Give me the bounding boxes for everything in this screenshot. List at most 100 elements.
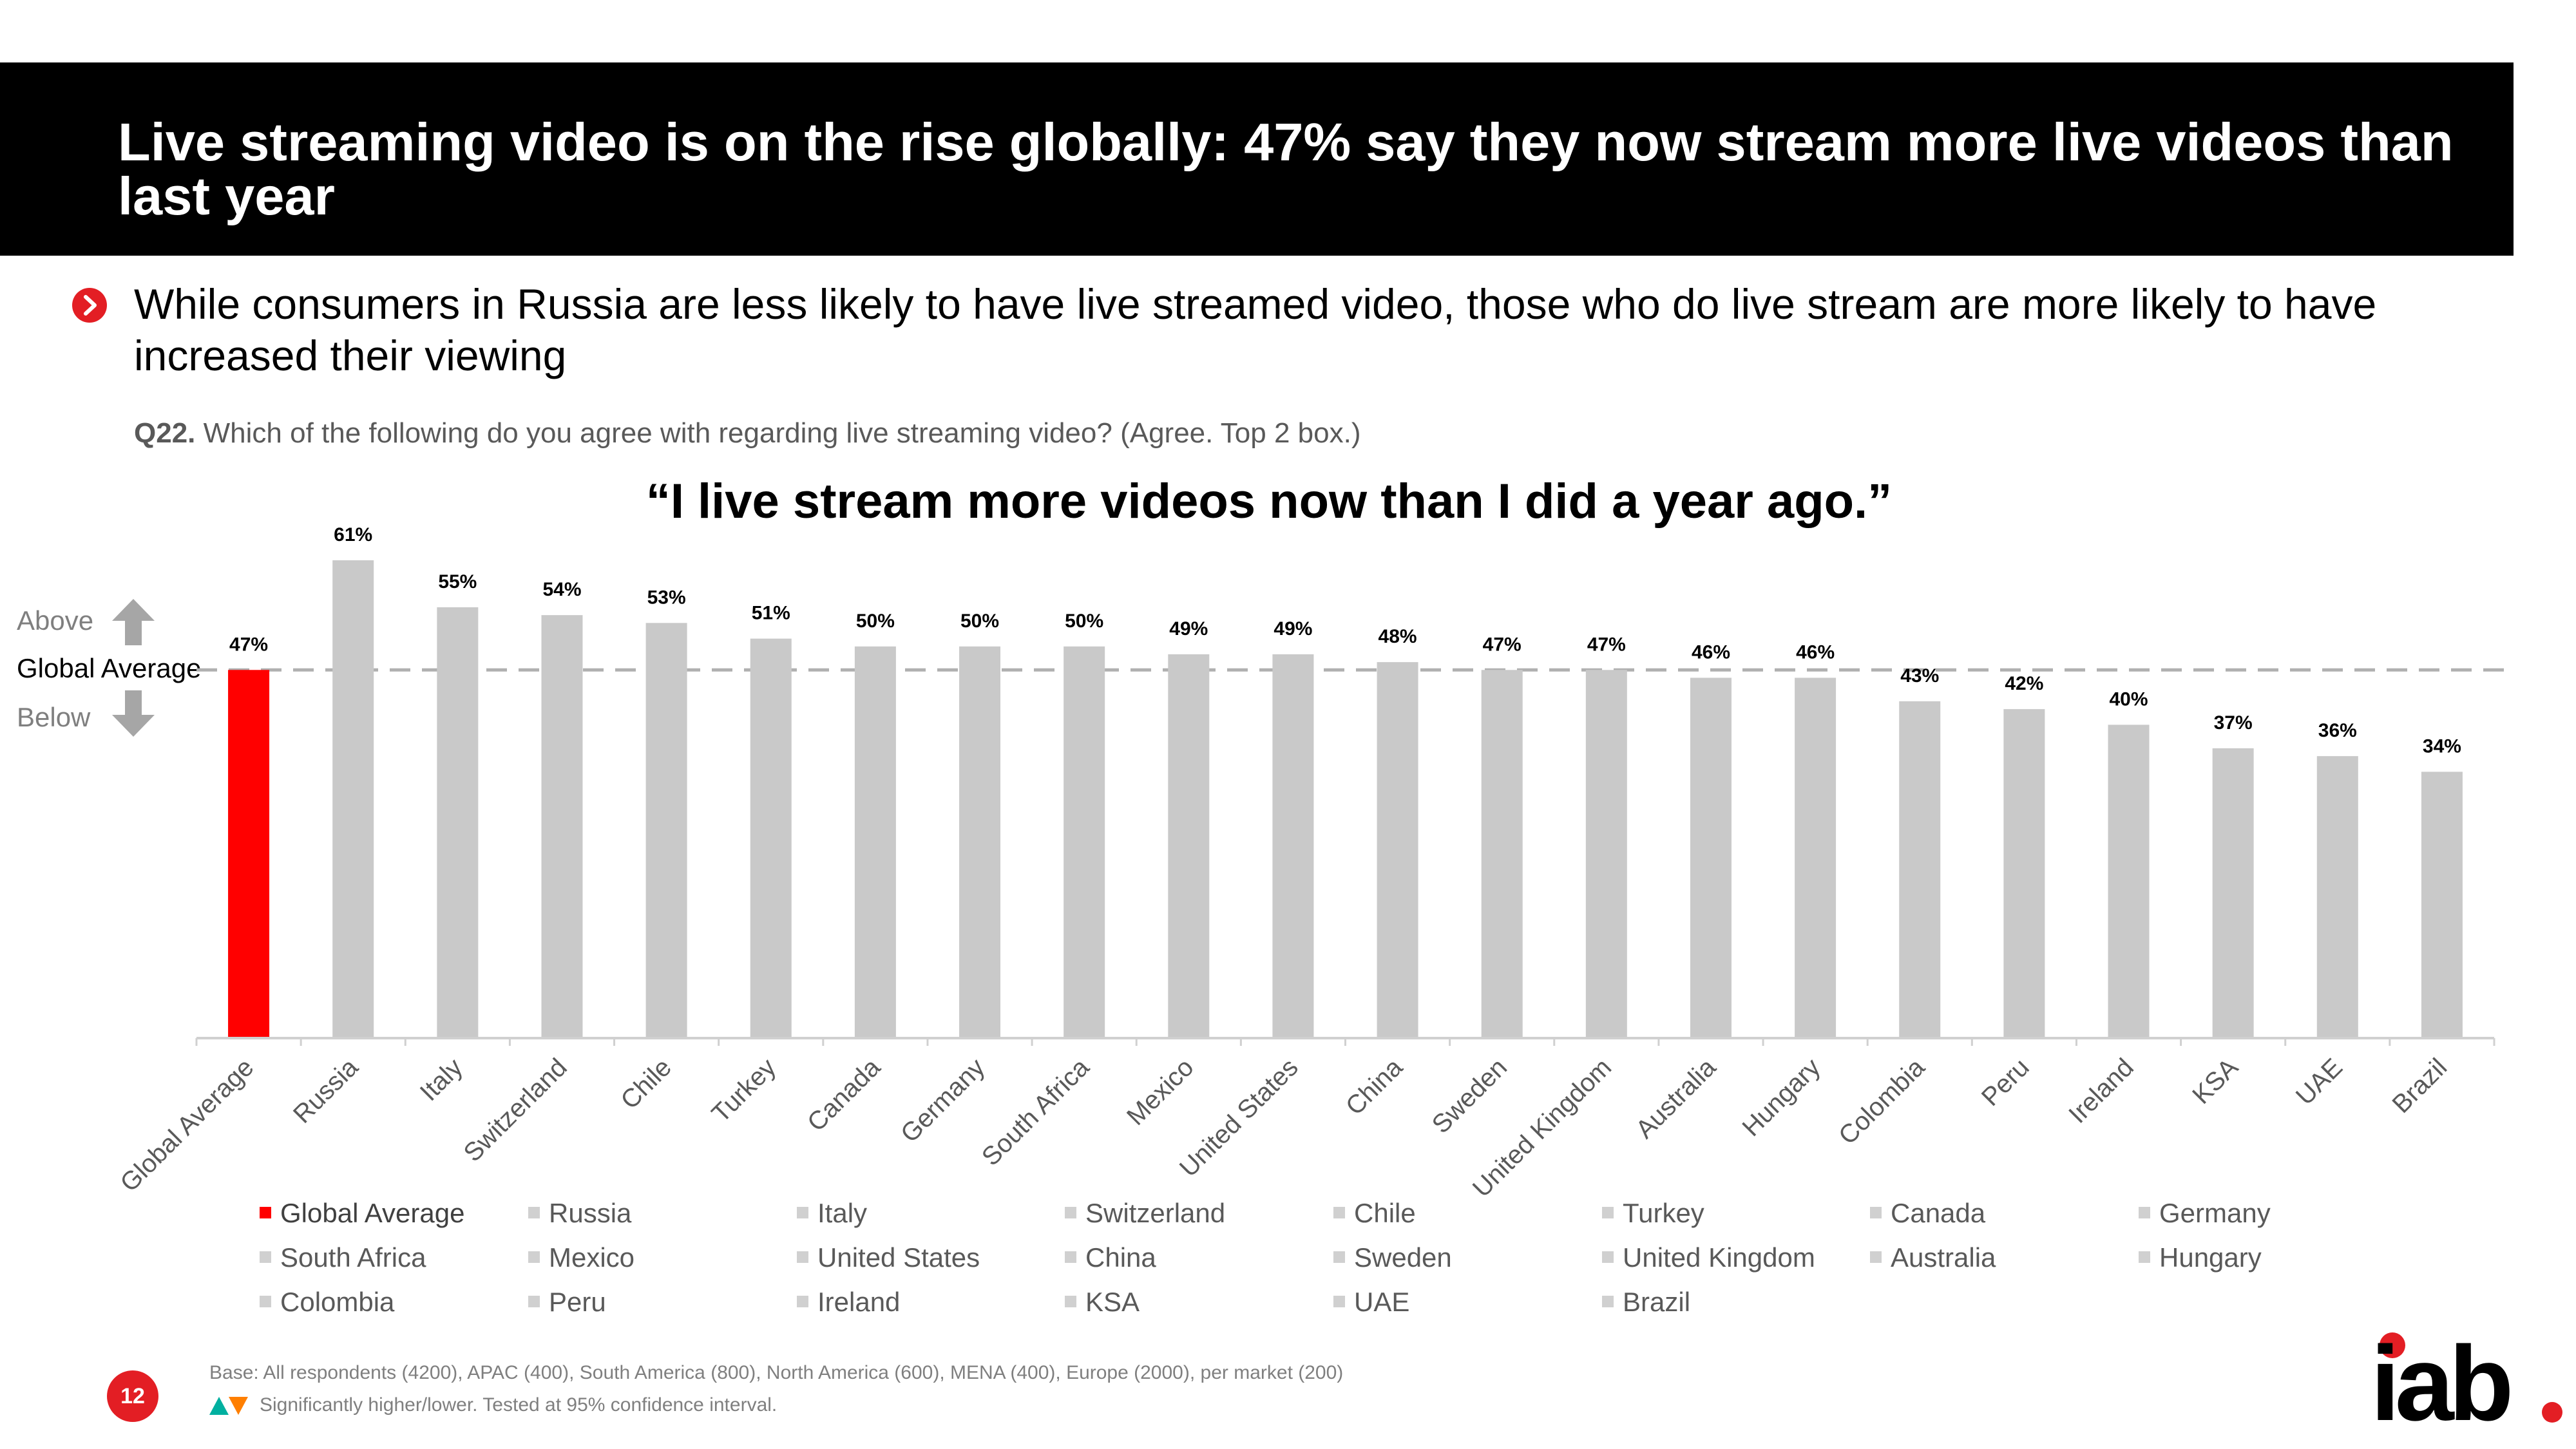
global-average-label: Global Average xyxy=(17,653,202,683)
logo-text: iab xyxy=(2371,1330,2510,1426)
legend-label: Brazil xyxy=(1623,1287,1691,1317)
legend-item: Russia xyxy=(528,1198,631,1229)
legend-item: Australia xyxy=(1870,1242,1996,1273)
category-label: Peru xyxy=(1976,1053,2035,1112)
value-label: 50% xyxy=(960,611,999,632)
legend-label: United Kingdom xyxy=(1623,1242,1815,1273)
legend-swatch xyxy=(797,1295,808,1307)
legend-swatch xyxy=(797,1206,808,1218)
chevron-right-icon xyxy=(72,288,107,323)
above-label: Above xyxy=(17,605,94,636)
value-label: 55% xyxy=(438,571,477,592)
legend-item: Global Average xyxy=(260,1198,464,1229)
legend-swatch xyxy=(260,1295,271,1307)
category-label: KSA xyxy=(2187,1053,2244,1110)
below-label: Below xyxy=(17,702,91,732)
legend-label: Turkey xyxy=(1623,1198,1704,1228)
legend-label: Ireland xyxy=(817,1287,901,1317)
value-label: 48% xyxy=(1379,626,1417,647)
legend-item: China xyxy=(1065,1242,1156,1273)
legend-label: Switzerland xyxy=(1085,1198,1226,1228)
legend-item: Brazil xyxy=(1602,1287,1690,1318)
legend-swatch xyxy=(1602,1295,1614,1307)
legend-swatch xyxy=(260,1251,271,1263)
legend-swatch xyxy=(528,1206,540,1218)
legend-swatch xyxy=(1602,1251,1614,1263)
legend-label: South Africa xyxy=(280,1242,426,1273)
legend-item: South Africa xyxy=(260,1242,426,1273)
value-label: 53% xyxy=(647,587,686,608)
category-label: China xyxy=(1340,1053,1409,1121)
bar-canada xyxy=(854,646,896,1038)
bar-germany xyxy=(959,646,1001,1038)
legend-item: Hungary xyxy=(2139,1242,2262,1273)
value-label: 46% xyxy=(1692,641,1730,663)
legend-item: KSA xyxy=(1065,1287,1140,1318)
page-number: 12 xyxy=(107,1370,158,1422)
category-label: Chile xyxy=(615,1053,677,1115)
legend-item: Germany xyxy=(2139,1198,2271,1229)
bar-china xyxy=(1377,662,1418,1038)
value-label: 50% xyxy=(1065,611,1103,632)
page-title: Live streaming video is on the rise glob… xyxy=(118,112,2454,226)
legend-swatch xyxy=(1065,1295,1076,1307)
bar-chart: 47% Global Average 61% Russia 55% Italy 54% Swi… xyxy=(115,524,2515,1203)
triangle-up-icon xyxy=(209,1397,229,1416)
category-label: Sweden xyxy=(1427,1053,1512,1139)
significance-footnote: Significantly higher/lower. Tested at 95… xyxy=(209,1394,777,1416)
legend-item: Sweden xyxy=(1333,1242,1452,1273)
arrow-down-icon xyxy=(112,690,155,737)
category-label: Russia xyxy=(288,1053,364,1129)
value-label: 49% xyxy=(1169,618,1208,639)
legend-item: Mexico xyxy=(528,1242,634,1273)
bar-australia xyxy=(1690,677,1732,1038)
bar-sweden xyxy=(1481,670,1523,1038)
legend-item: Switzerland xyxy=(1065,1198,1225,1229)
legend-label: United States xyxy=(817,1242,980,1273)
value-label: 47% xyxy=(229,634,268,655)
value-label: 61% xyxy=(334,524,372,545)
legend-swatch xyxy=(1602,1206,1614,1218)
legend-swatch xyxy=(1333,1251,1345,1263)
category-label: UAE xyxy=(2291,1053,2348,1110)
bar-mexico xyxy=(1168,654,1210,1038)
legend-item: United States xyxy=(797,1242,980,1273)
legend-swatch xyxy=(2139,1251,2150,1263)
iab-logo: iab xyxy=(2371,1330,2562,1426)
legend-swatch xyxy=(797,1251,808,1263)
value-label: 37% xyxy=(2214,712,2253,734)
category-label: Turkey xyxy=(707,1053,782,1128)
legend-swatch xyxy=(1065,1206,1076,1218)
bar-turkey xyxy=(750,638,792,1038)
legend-item: Canada xyxy=(1870,1198,1985,1229)
bar-brazil xyxy=(2421,772,2463,1038)
legend-item: Ireland xyxy=(797,1287,900,1318)
value-label: 42% xyxy=(2005,673,2043,694)
legend-label: Canada xyxy=(1891,1198,1986,1228)
legend-item: Peru xyxy=(528,1287,606,1318)
category-label: Brazil xyxy=(2387,1053,2452,1119)
legend-label: Australia xyxy=(1891,1242,1996,1273)
bullet-text: While consumers in Russia are less likel… xyxy=(134,280,2377,379)
legend-swatch xyxy=(1065,1251,1076,1263)
question-text: Which of the following do you agree with… xyxy=(203,417,1361,449)
legend-label: KSA xyxy=(1085,1287,1140,1317)
legend-swatch xyxy=(528,1251,540,1263)
bar-hungary xyxy=(1795,677,1837,1038)
category-label: Italy xyxy=(415,1053,468,1106)
category-label: South Africa xyxy=(977,1053,1095,1171)
legend-label: Colombia xyxy=(280,1287,395,1317)
value-label: 47% xyxy=(1483,634,1522,655)
chart-title: “I live stream more videos now than I di… xyxy=(645,474,1893,529)
legend-swatch xyxy=(2139,1206,2150,1218)
category-label: Switzerland xyxy=(459,1053,573,1167)
legend-label: Sweden xyxy=(1354,1242,1452,1273)
value-label: 50% xyxy=(856,611,895,632)
arrow-up-icon xyxy=(112,599,155,645)
value-label: 49% xyxy=(1274,618,1312,639)
category-label: Hungary xyxy=(1737,1053,1826,1142)
legend-label: Italy xyxy=(817,1198,868,1228)
category-label: Mexico xyxy=(1121,1053,1199,1131)
legend-label: Peru xyxy=(549,1287,606,1317)
question: Q22. Which of the following do you agree… xyxy=(134,417,1360,450)
